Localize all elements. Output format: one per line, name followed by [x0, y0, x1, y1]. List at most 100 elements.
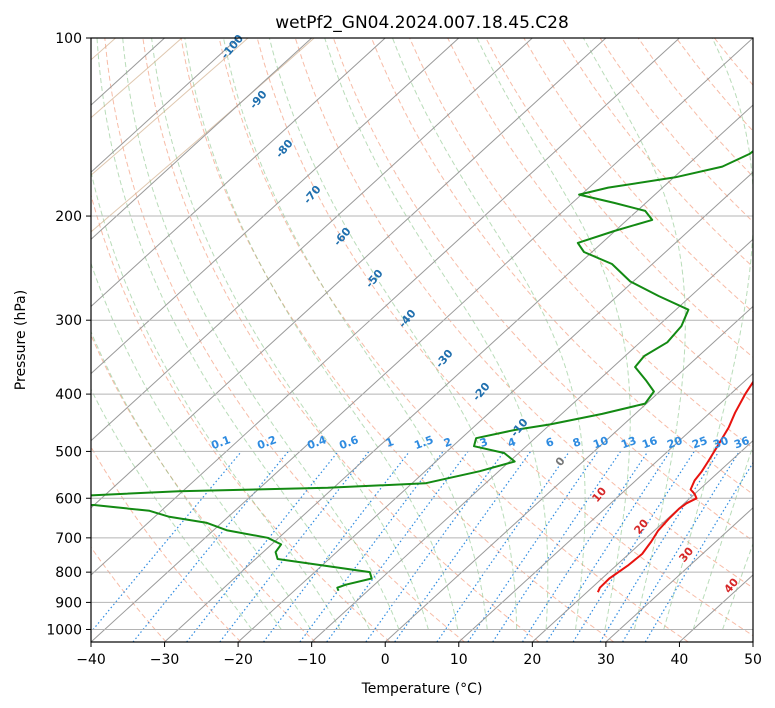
x-axis-label: Temperature (°C) [361, 681, 483, 697]
dry-adiabat [104, 38, 465, 642]
x-tick-label: −20 [223, 652, 253, 668]
mixing-ratio-line [599, 451, 720, 642]
mixing-ratio-label: 8 [571, 435, 583, 450]
moist-adiabat [122, 38, 400, 630]
moist-adiabat [392, 38, 586, 630]
isotherm [91, 38, 753, 642]
mixing-ratio-label: 0.2 [255, 433, 278, 452]
mixing-ratio-label: 10 [591, 434, 610, 452]
mixing-ratio-line [492, 451, 622, 642]
moist-adiabat [91, 261, 312, 630]
y-tick-label: 300 [55, 313, 82, 329]
mixing-ratio-label: 16 [640, 434, 659, 452]
x-tick-label: 10 [450, 652, 468, 668]
y-tick-label: 700 [55, 531, 82, 547]
mixing-ratio-label: 30 [711, 434, 730, 452]
mixing-ratio-label: 2 [442, 435, 454, 450]
dewpoint-line [91, 149, 753, 592]
isotherm [91, 38, 239, 173]
mixing-ratio-label: 25 [690, 434, 709, 451]
dry-adiabat [409, 38, 753, 449]
mixing-ratio-line [326, 451, 469, 642]
y-tick-label: 800 [55, 565, 82, 581]
dry-adiabat [142, 38, 540, 642]
isotherm [91, 38, 313, 241]
y-tick-label: 400 [55, 387, 82, 403]
isotherm [531, 439, 753, 642]
dry-adiabat [218, 38, 689, 642]
moist-adiabat [91, 330, 282, 630]
mixing-ratio-label: 4 [506, 435, 518, 450]
mixing-ratio-line [546, 451, 671, 642]
moist-adiabat [91, 388, 253, 630]
moist-adiabat [223, 38, 488, 630]
mixing-ratio-line [91, 451, 242, 633]
moist-adiabat [96, 38, 370, 630]
mixing-ratio-line [132, 451, 289, 642]
y-tick-label: 600 [55, 491, 82, 507]
grid-lines [91, 38, 753, 642]
mixing-ratio-line [622, 451, 740, 642]
isotherm [311, 238, 753, 642]
profile-lines [91, 149, 753, 593]
isotherm [458, 372, 753, 642]
y-tick-label: 100 [55, 31, 82, 47]
mixing-ratio-label: 0.6 [337, 433, 360, 452]
x-tick-label: 0 [381, 652, 390, 668]
moist-adiabat [268, 38, 518, 630]
moist-adiabat [324, 38, 549, 630]
x-tick-label: −30 [150, 652, 180, 668]
temperature-line [596, 380, 753, 593]
x-tick-label: −40 [76, 652, 106, 668]
mixing-ratio-label: 20 [665, 434, 684, 452]
mixing-ratio-line [521, 451, 649, 642]
moist-adiabat [151, 38, 429, 630]
x-axis: −40 −30 −20 −10 0 10 20 30 40 50 [76, 642, 762, 668]
chart-title: wetPf2_GN04.2024.007.18.45.C28 [275, 13, 569, 33]
plot-frame [90, 37, 754, 643]
y-axis: 100 200 300 400 500 600 700 800 900 1000 [46, 31, 91, 638]
x-tick-label: −10 [297, 652, 327, 668]
x-tick-label: 30 [597, 652, 615, 668]
moist-adiabat [91, 169, 341, 630]
y-tick-label: 200 [55, 209, 82, 225]
moist-adiabat [663, 38, 753, 630]
mixing-ratio-label: 36 [732, 434, 751, 452]
mixing-ratio-label: 0.4 [305, 433, 328, 452]
mixing-ratio-label: 3 [478, 435, 490, 450]
moist-adiabat [476, 38, 631, 630]
mixing-ratio-line [365, 451, 505, 642]
mixing-ratio-label: 0.1 [209, 433, 232, 452]
dry-adiabat [485, 38, 753, 358]
dry-adiabat [371, 38, 753, 495]
dry-adiabat [523, 38, 753, 313]
dry-adiabat [91, 334, 316, 642]
mixing-ratio-line [299, 451, 444, 642]
y-tick-label: 900 [55, 595, 82, 611]
isotherm [91, 38, 386, 308]
isotherm [91, 38, 607, 509]
y-tick-label: 1000 [46, 622, 82, 638]
x-tick-label: 50 [744, 652, 762, 668]
moist-adiabat [722, 542, 753, 630]
isotherm [384, 305, 753, 642]
dry-adiabat [91, 446, 242, 642]
mixing-ratio-label: 1 [384, 435, 396, 450]
isotherm [605, 507, 753, 642]
isotherm [91, 38, 460, 375]
y-tick-label: 500 [55, 444, 82, 460]
x-tick-label: 40 [671, 652, 689, 668]
moist-adiabat [582, 38, 686, 630]
isotherm [91, 38, 680, 576]
mixing-ratio-label: 1.5 [412, 433, 435, 452]
mixing-ratio-line [436, 451, 570, 642]
mixing-ratio-line [263, 451, 410, 642]
mixing-ratio-label: 13 [619, 434, 638, 451]
moist-adiabat [184, 38, 459, 630]
dry-adiabat [180, 38, 614, 642]
mixing-ratio-label: 6 [544, 435, 556, 450]
isotherm [91, 38, 533, 442]
moist-adiabat [692, 444, 753, 630]
mixing-ratio-line [467, 451, 599, 642]
